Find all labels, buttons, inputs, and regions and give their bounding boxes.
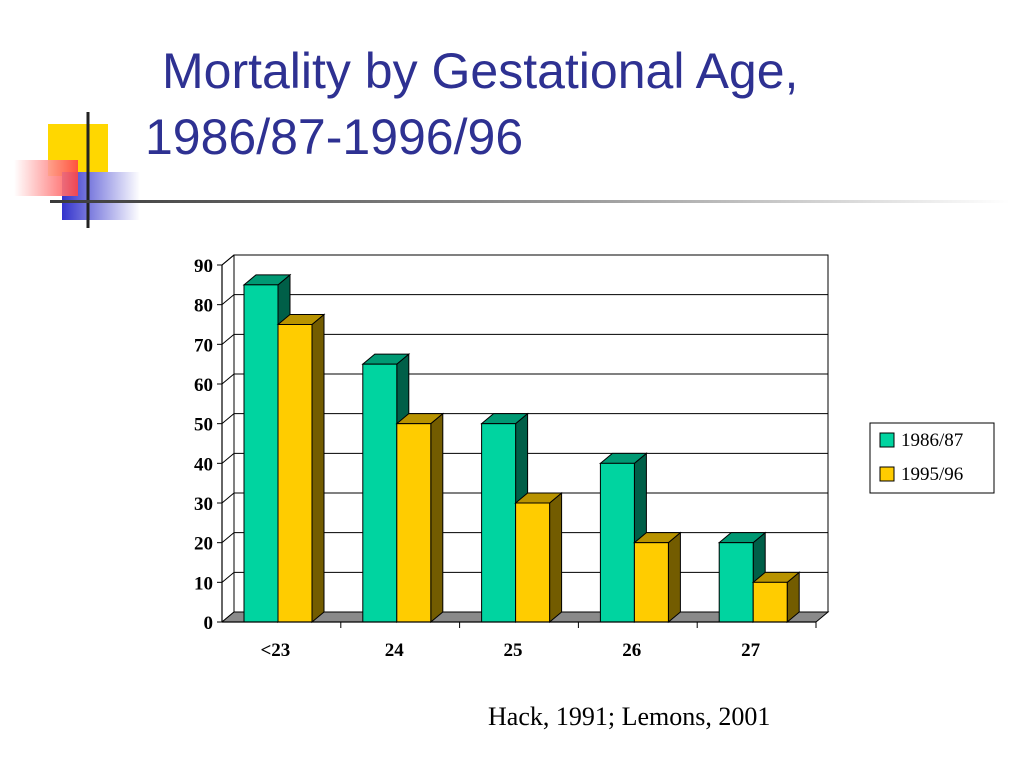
bar-1995-96-26 — [633, 531, 682, 624]
bar-1995-96-24 — [395, 412, 445, 624]
bar-front — [481, 423, 517, 623]
bar-side — [311, 313, 325, 624]
deco-red-bar — [14, 160, 78, 196]
bar-side — [430, 412, 444, 624]
bar-front — [752, 581, 788, 623]
x-tick-label: 24 — [385, 640, 405, 661]
x-tick-label: <23 — [260, 640, 290, 661]
y-tick-label: 90 — [194, 256, 213, 277]
side-wall-grid — [221, 452, 235, 464]
slide-decoration — [14, 112, 140, 228]
y-tick-label: 60 — [194, 375, 213, 396]
y-tick-label: 10 — [194, 573, 213, 594]
title-line-2: 1986/87-1996/96 — [145, 109, 524, 165]
title-line-1: Mortality by Gestational Age, — [162, 43, 799, 99]
legend-item-1986: 1986/87 — [879, 430, 963, 451]
y-tick-labels: 0 10 20 30 40 50 60 70 80 90 — [194, 256, 213, 634]
y-tick-label: 70 — [194, 335, 213, 356]
bar-side — [667, 531, 681, 624]
citation: Hack, 1991; Lemons, 2001 — [488, 702, 771, 731]
y-tick-label: 20 — [194, 534, 213, 555]
title-rule — [50, 200, 1010, 203]
y-tick-label: 0 — [204, 613, 214, 634]
bar-front — [633, 542, 669, 623]
side-wall-grid — [221, 413, 235, 425]
x-tick-label: 26 — [622, 640, 641, 661]
y-axis-top — [221, 254, 235, 266]
side-wall-grid — [221, 571, 235, 583]
bar-1995-96-lt23 — [276, 313, 326, 624]
bars — [242, 273, 801, 624]
side-wall-grid — [221, 373, 235, 385]
y-tick-label: 30 — [194, 494, 213, 515]
x-tick-labels: <23 24 25 26 27 — [260, 640, 760, 661]
axes — [217, 254, 817, 628]
bar-1995-96-25 — [514, 491, 563, 624]
y-tick-label: 40 — [194, 454, 213, 475]
side-wall-grid — [221, 294, 235, 306]
bar-front — [515, 502, 551, 623]
y-tick-label: 80 — [194, 296, 213, 317]
legend-swatch-1986 — [879, 432, 895, 448]
bar-front — [396, 423, 432, 623]
mortality-bar-chart: 0 10 20 30 40 50 60 70 80 90 <23 24 25 26 27 1986/87 … — [194, 254, 995, 661]
x-tick-label: 25 — [504, 640, 523, 661]
legend-label-1995: 1995/96 — [901, 464, 963, 485]
side-wall-grid — [221, 333, 235, 345]
slide-title: Mortality by Gestational Age, 1986/87-19… — [145, 38, 1005, 170]
bar-front — [362, 363, 398, 623]
bar-front — [277, 324, 313, 623]
side-wall-grid — [221, 532, 235, 544]
legend-item-1995: 1995/96 — [879, 464, 963, 485]
legend: 1986/87 1995/96 — [869, 422, 995, 494]
bar-front — [243, 284, 279, 623]
bar-front — [718, 542, 754, 623]
bar-front — [599, 462, 635, 623]
y-tick-label: 50 — [194, 415, 213, 436]
legend-swatch-1995 — [879, 466, 895, 482]
bar-1995-96-27 — [751, 571, 801, 624]
bar-side — [549, 491, 563, 624]
side-wall-grid — [221, 492, 235, 504]
x-tick-label: 27 — [741, 640, 761, 661]
legend-label-1986: 1986/87 — [901, 430, 963, 451]
